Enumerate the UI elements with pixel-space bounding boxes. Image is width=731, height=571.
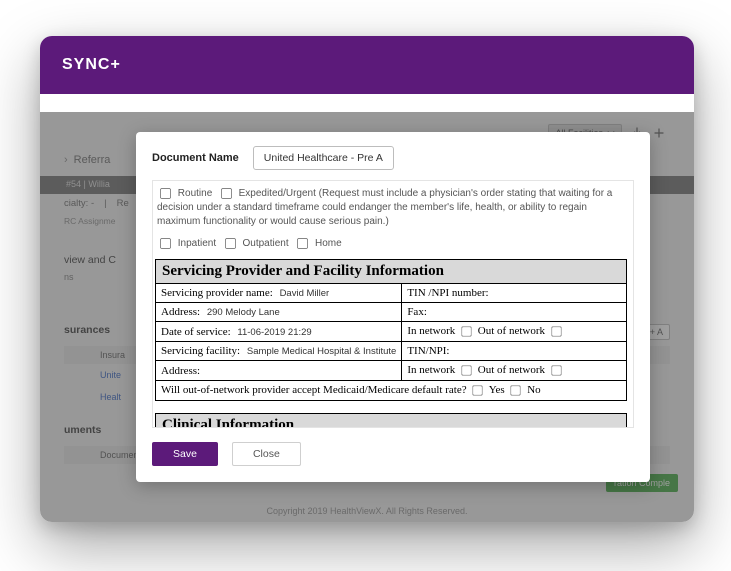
chevron-right-icon: › <box>64 154 68 166</box>
innetwork-2-checkbox[interactable] <box>461 366 471 376</box>
document-modal: Document Name United Healthcare - Pre A … <box>136 132 650 482</box>
save-button[interactable]: Save <box>152 442 218 466</box>
dos-value: 11-06-2019 21:29 <box>233 327 311 338</box>
address-value: 290 Melody Lane <box>203 307 280 318</box>
insurances-col-1: Insura <box>100 350 125 360</box>
breadcrumb-label: Referra <box>74 154 111 166</box>
app-card: SYNC+ All Facilities <box>40 36 694 522</box>
inpatient-checkbox[interactable] <box>160 238 171 249</box>
brand-logo: SYNC+ <box>62 56 121 74</box>
breadcrumb[interactable]: › Referra <box>64 154 110 166</box>
innetwork-1-checkbox[interactable] <box>461 327 471 337</box>
section-ns: ns <box>64 272 74 282</box>
footer: Copyright 2019 HealthViewX. All Rights R… <box>40 500 694 522</box>
expedited-checkbox[interactable] <box>221 188 232 199</box>
document-name-label: Document Name <box>152 152 239 164</box>
brand-bar: SYNC+ <box>40 36 694 94</box>
outpatient-checkbox[interactable] <box>225 238 236 249</box>
oon-yes-checkbox[interactable] <box>473 386 483 396</box>
insurance-row-1[interactable]: Unite <box>100 370 121 380</box>
facility-value: Sample Medical Hospital & Institute <box>243 346 396 357</box>
record-subrow: cialty: - | Re <box>64 198 129 209</box>
outnetwork-1-checkbox[interactable] <box>551 327 561 337</box>
provider-name-value: David Miller <box>276 288 330 299</box>
routine-checkbox[interactable] <box>160 188 171 199</box>
section-clinical: Clinical Information <box>155 413 627 428</box>
close-button[interactable]: Close <box>232 442 301 466</box>
outnetwork-2-checkbox[interactable] <box>551 366 561 376</box>
section-review: view and C <box>64 254 116 266</box>
section-servicing: Servicing Provider and Facility Informat… <box>155 259 627 283</box>
oon-no-checkbox[interactable] <box>511 386 521 396</box>
rc-assignment: RC Assignme <box>64 216 116 226</box>
servicing-form: Servicing provider name: David Miller TI… <box>155 283 627 401</box>
plus-icon[interactable] <box>650 124 668 142</box>
app-surface: All Facilities › Referra <box>40 112 694 522</box>
documents-col-1: Documen <box>100 450 139 460</box>
modal-scroll[interactable]: Routine Expedited/Urgent (Request must i… <box>152 180 634 428</box>
insurance-row-2[interactable]: Healt <box>100 392 121 402</box>
document-tab[interactable]: United Healthcare - Pre A <box>253 146 394 170</box>
section-documents: uments <box>64 424 101 436</box>
home-checkbox[interactable] <box>297 238 308 249</box>
white-band <box>40 94 694 112</box>
section-insurances: surances <box>64 324 110 336</box>
